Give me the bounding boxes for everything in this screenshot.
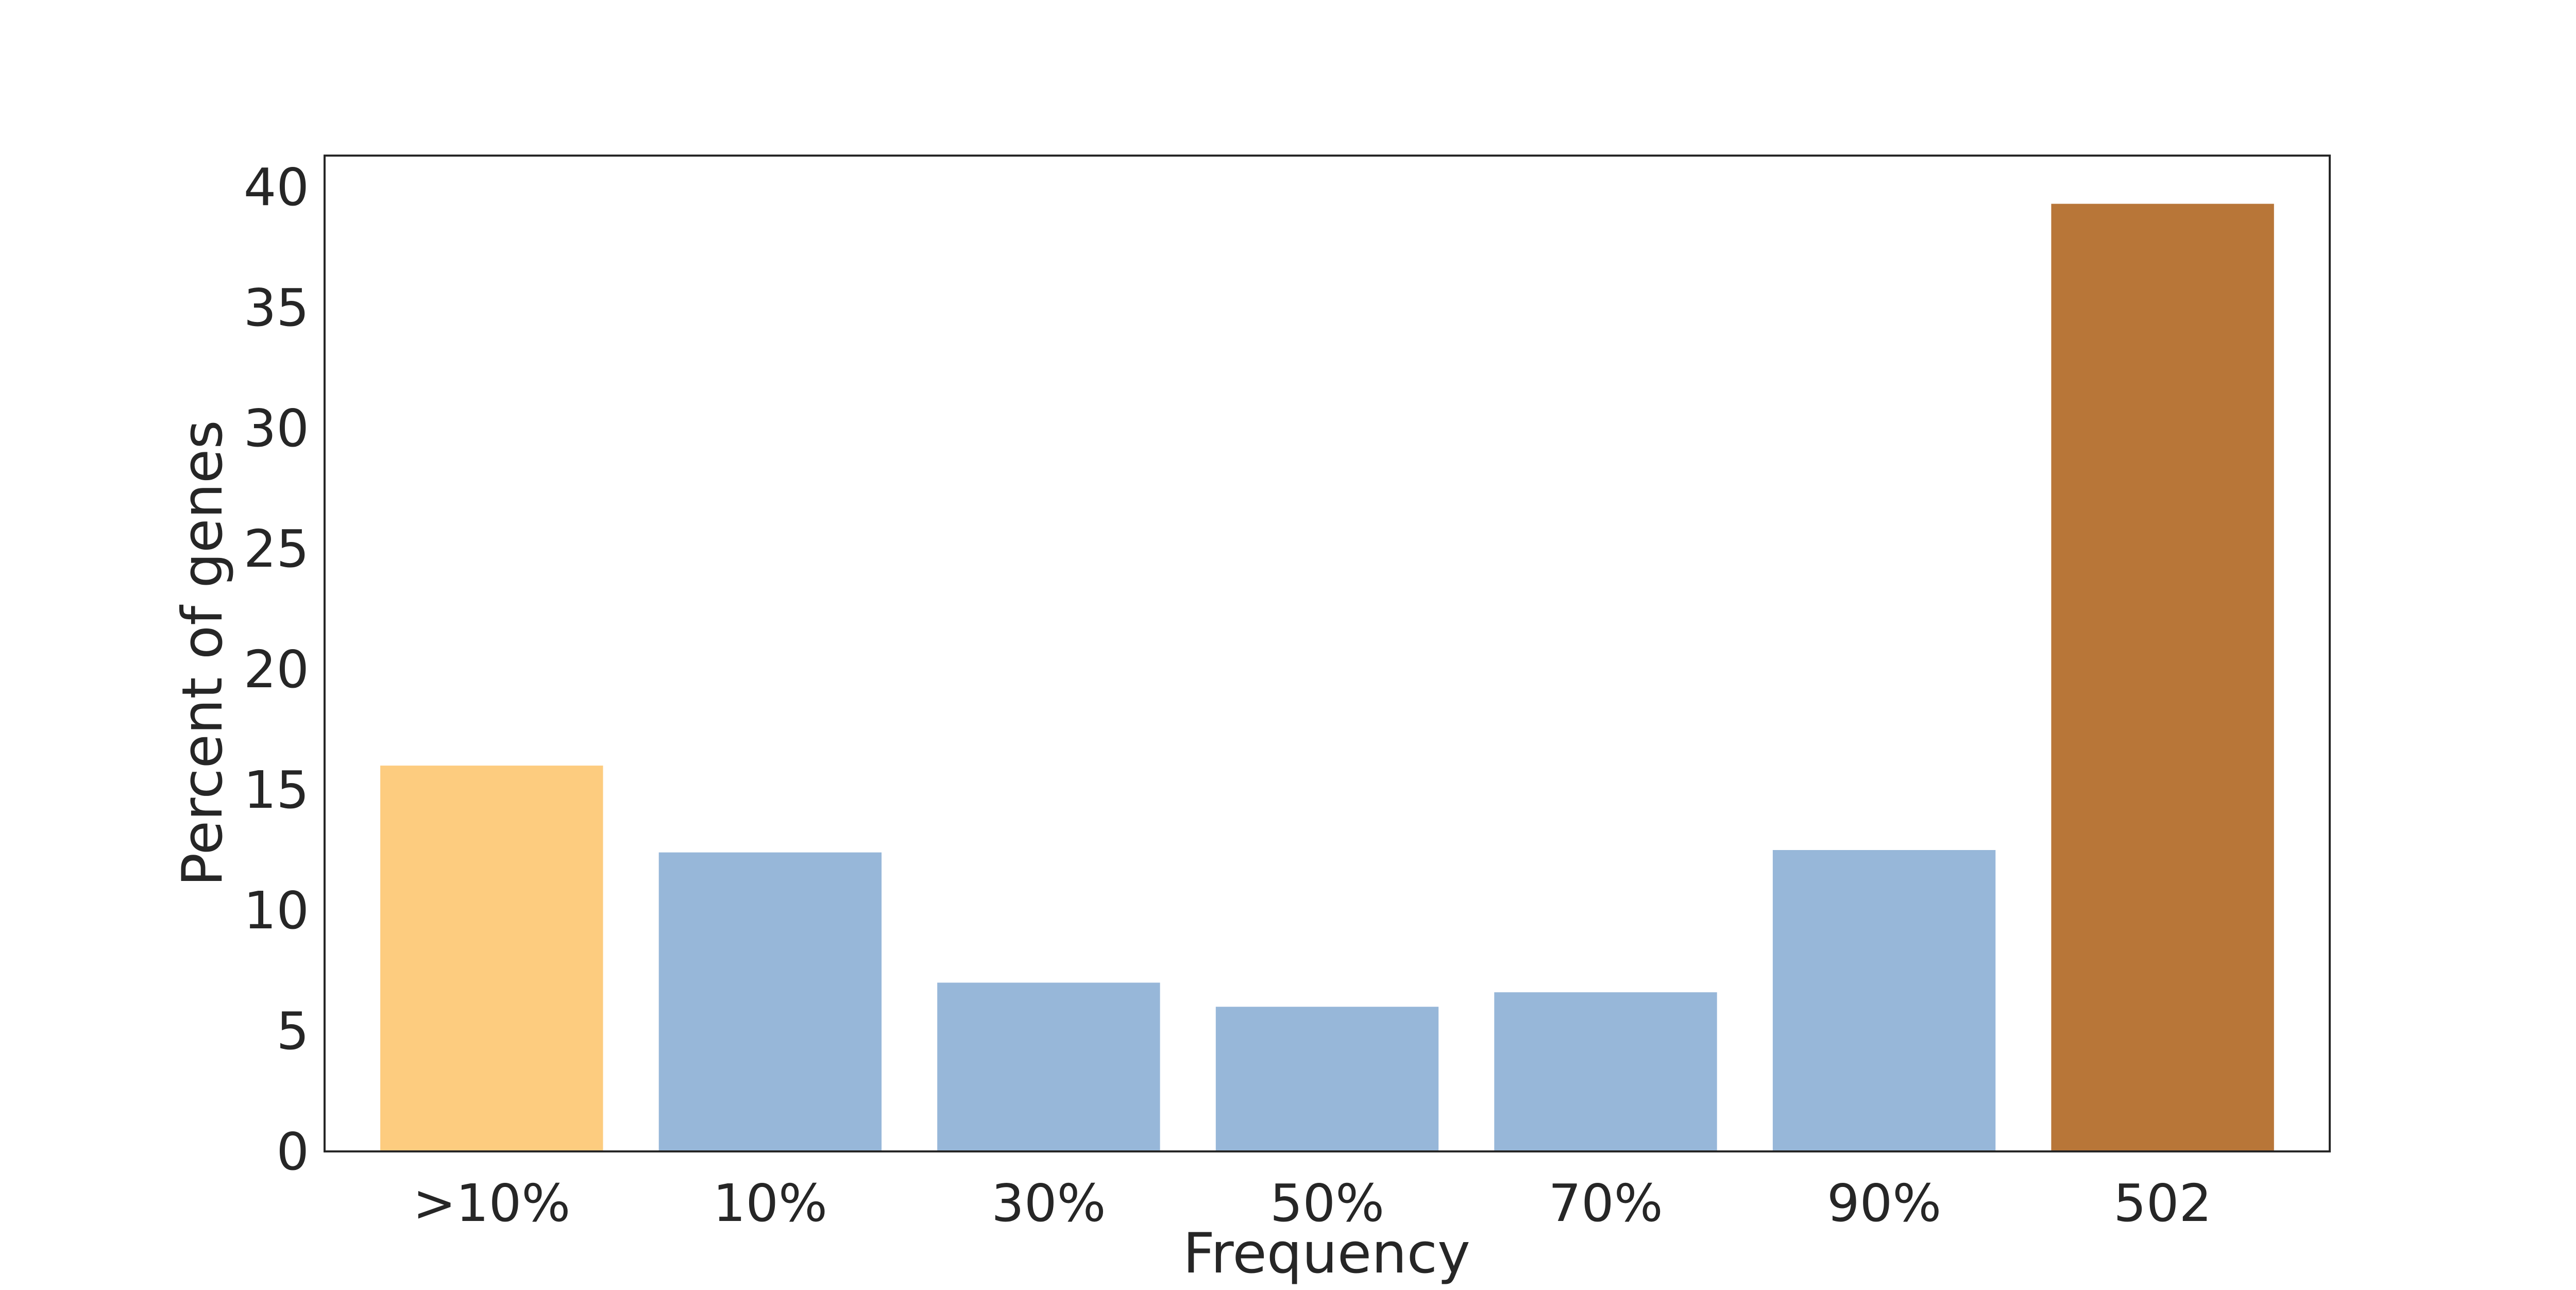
y-tick-label: 35	[244, 278, 309, 338]
y-tick-label: 30	[244, 398, 309, 459]
y-tick-labels: 0 5 10 15 20 25 30 35 40	[244, 157, 309, 1182]
bar-0	[380, 766, 603, 1151]
x-tick-label: 70%	[1548, 1173, 1663, 1233]
bar-5	[1772, 850, 1996, 1151]
bar-1	[658, 852, 882, 1151]
y-axis-label: Percent of genes	[171, 420, 235, 886]
y-tick-label: 40	[244, 157, 309, 217]
x-tick-label: 50%	[1270, 1173, 1384, 1233]
y-tick-label: 0	[276, 1122, 309, 1182]
x-tick-label: 30%	[991, 1173, 1106, 1233]
y-tick-label: 10	[244, 880, 309, 941]
bar-4	[1494, 992, 1717, 1151]
x-tick-label: >10%	[413, 1173, 570, 1233]
y-tick-label: 20	[244, 639, 309, 700]
y-tick-label: 5	[276, 1001, 309, 1061]
x-tick-label: 10%	[713, 1173, 827, 1233]
x-tick-label: 502	[2113, 1173, 2212, 1233]
bar-2	[937, 982, 1160, 1151]
bar-6	[2051, 203, 2274, 1152]
x-axis-label: Frequency	[1183, 1221, 1470, 1286]
y-tick-label: 25	[244, 519, 309, 579]
x-tick-label: 90%	[1827, 1173, 1941, 1233]
plot-frame	[324, 155, 2331, 1152]
bars-layer	[380, 203, 2274, 1152]
bar-3	[1215, 1007, 1439, 1151]
x-tick-labels: >10% 10% 30% 50% 70% 90% 502	[413, 1173, 2212, 1233]
y-tick-label: 15	[244, 760, 309, 820]
